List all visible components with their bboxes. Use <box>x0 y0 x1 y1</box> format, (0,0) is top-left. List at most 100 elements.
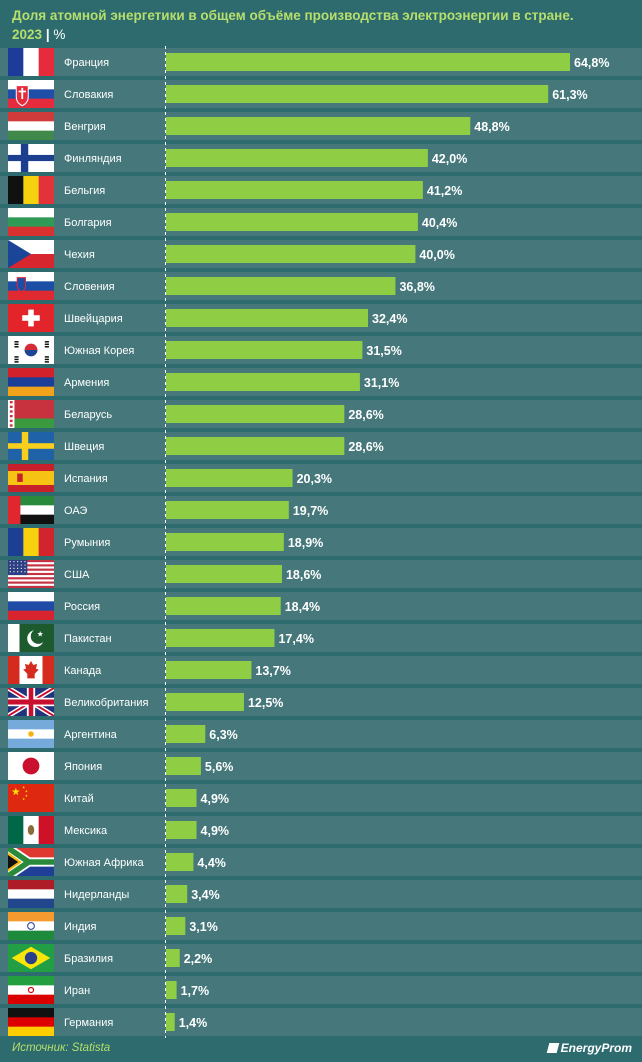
chart-row: Аргентина 6,3% <box>0 720 642 748</box>
country-label: Словения <box>64 281 115 293</box>
brand-logo: EnergyProm <box>546 1041 632 1055</box>
value-label: 42,0% <box>432 152 467 166</box>
value-label: 17,4% <box>278 632 313 646</box>
chart-row: Канада 13,7% <box>0 656 642 684</box>
uk-flag-icon <box>8 688 54 716</box>
row-band <box>0 976 642 1004</box>
chart-title: Доля атомной энергетики в общем объёме п… <box>12 6 632 44</box>
country-label: Румыния <box>64 537 110 549</box>
bar <box>166 885 188 903</box>
bar <box>166 1013 175 1031</box>
value-label: 4,4% <box>197 856 226 870</box>
energyprom-logo-icon <box>546 1043 559 1053</box>
mexico-flag-icon <box>8 816 54 844</box>
bar <box>166 853 194 871</box>
country-label: Япония <box>64 761 102 773</box>
value-label: 13,7% <box>255 664 290 678</box>
title-separator: | <box>45 27 50 42</box>
bar <box>166 533 284 551</box>
bar <box>166 181 423 199</box>
chart-row: Испания 20,3% <box>0 464 642 492</box>
chart-row: ОАЭ 19,7% <box>0 496 642 524</box>
country-label: Армения <box>64 377 109 389</box>
bar <box>166 437 345 455</box>
slovenia-flag-icon <box>8 272 54 300</box>
chart-row: Бразилия 2,2% <box>0 944 642 972</box>
bar <box>166 725 206 743</box>
netherlands-flag-icon <box>8 880 54 908</box>
bar <box>166 373 360 391</box>
hungary-flag-icon <box>8 112 54 140</box>
bar <box>166 661 252 679</box>
france-flag-icon <box>8 48 54 76</box>
country-label: Финляндия <box>64 153 122 165</box>
chart-row: Швейцария 32,4% <box>0 304 642 332</box>
belarus-flag-icon <box>8 400 54 428</box>
chart-row: Южная Корея 31,5% <box>0 336 642 364</box>
bar <box>166 117 471 135</box>
value-label: 12,5% <box>248 696 283 710</box>
value-label: 4,9% <box>201 824 230 838</box>
country-label: Швеция <box>64 441 104 453</box>
chart-row: Япония 5,6% <box>0 752 642 780</box>
row-band <box>0 624 642 652</box>
value-label: 31,5% <box>366 344 401 358</box>
chart-row: Мексика 4,9% <box>0 816 642 844</box>
chart-row: Бельгия 41,2% <box>0 176 642 204</box>
value-label: 31,1% <box>364 376 399 390</box>
chart-row: Финляндия 42,0% <box>0 144 642 172</box>
value-label: 4,9% <box>201 792 230 806</box>
title-year: 2023 <box>12 27 43 42</box>
pakistan-flag-icon <box>8 624 54 652</box>
country-label: Германия <box>64 1017 113 1029</box>
slovakia-flag-icon <box>8 80 54 108</box>
value-label: 18,4% <box>285 600 320 614</box>
bar <box>166 85 549 103</box>
chart-row: Армения 31,1% <box>0 368 642 396</box>
country-label: США <box>64 569 90 581</box>
iran-flag-icon <box>8 976 54 1004</box>
country-label: Мексика <box>64 825 108 837</box>
belgium-flag-icon <box>8 176 54 204</box>
bar <box>166 949 180 967</box>
value-label: 20,3% <box>297 472 332 486</box>
chart-row: Индия 3,1% <box>0 912 642 940</box>
chart-row: Венгрия 48,8% <box>0 112 642 140</box>
bar <box>166 149 428 167</box>
country-label: Беларусь <box>64 409 112 421</box>
country-label: Бразилия <box>64 953 113 965</box>
japan-flag-icon <box>8 752 54 780</box>
row-band <box>0 752 642 780</box>
chart-row: Пакистан 17,4% <box>0 624 642 652</box>
bar <box>166 981 177 999</box>
armenia-flag-icon <box>8 368 54 396</box>
value-label: 6,3% <box>209 728 238 742</box>
row-band <box>0 496 642 524</box>
bar <box>166 245 416 263</box>
country-label: Нидерланды <box>64 889 129 901</box>
bar <box>166 213 418 231</box>
value-label: 28,6% <box>348 408 383 422</box>
country-label: Иран <box>64 985 90 997</box>
source-note: Источник: Statista <box>12 1042 111 1054</box>
finland-flag-icon <box>8 144 54 172</box>
chart-row: Китай 4,9% <box>0 784 642 812</box>
bulgaria-flag-icon <box>8 208 54 236</box>
value-label: 3,4% <box>191 888 220 902</box>
argentina-flag-icon <box>8 720 54 748</box>
row-band <box>0 1008 642 1036</box>
value-label: 2,2% <box>184 952 213 966</box>
bar-chart: Франция 64,8% Словакия 61,3% Венгрия 48,8% Фин… <box>0 46 642 1038</box>
china-flag-icon <box>8 784 54 812</box>
romania-flag-icon <box>8 528 54 556</box>
country-label: Словакия <box>64 89 113 101</box>
switzerland-flag-icon <box>8 304 54 332</box>
chart-row: Словакия 61,3% <box>0 80 642 108</box>
sweden-flag-icon <box>8 432 54 460</box>
bar <box>166 405 345 423</box>
country-label: Чехия <box>64 249 95 261</box>
chart-row: Иран 1,7% <box>0 976 642 1004</box>
value-label: 41,2% <box>427 184 462 198</box>
value-label: 3,1% <box>189 920 218 934</box>
country-label: ОАЭ <box>64 505 87 517</box>
